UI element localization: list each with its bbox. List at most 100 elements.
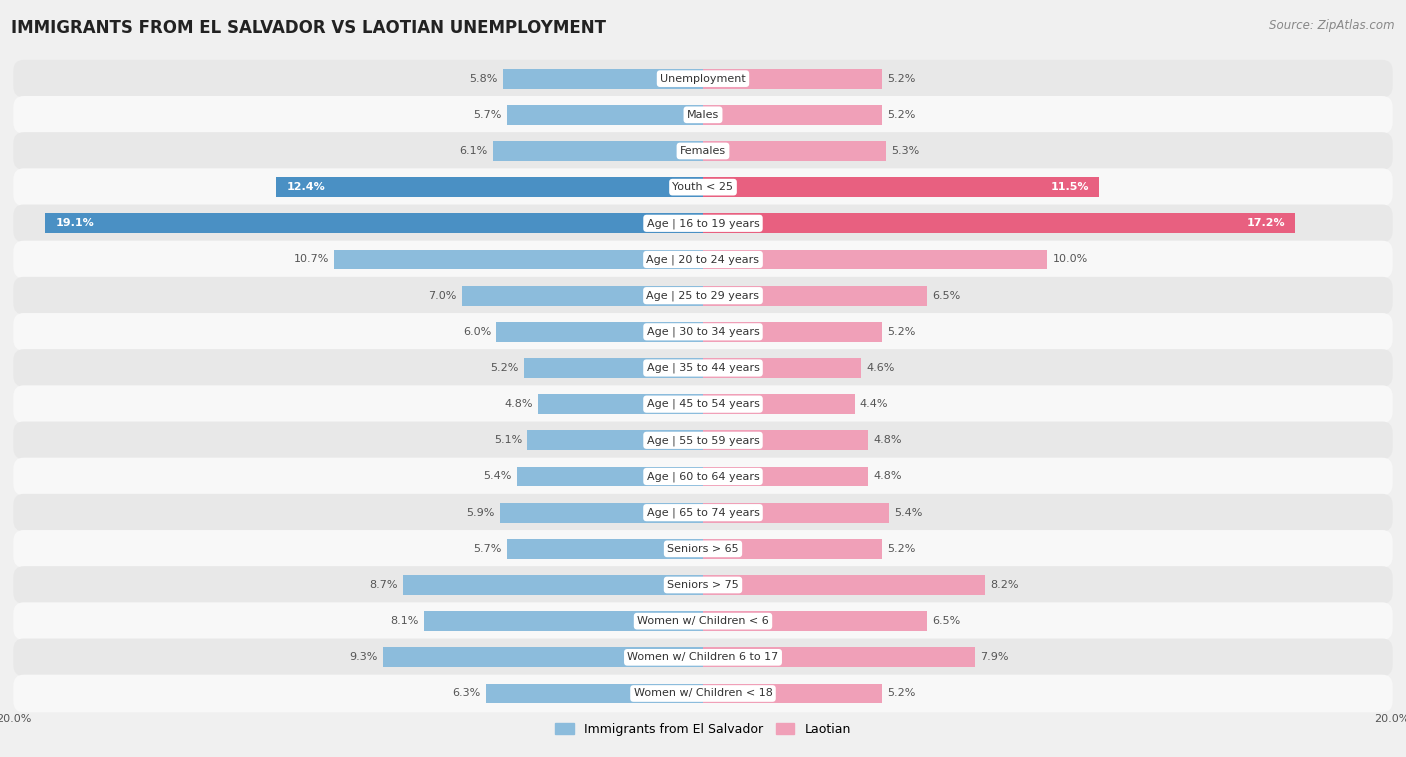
Text: 6.3%: 6.3% (453, 689, 481, 699)
Text: 4.6%: 4.6% (866, 363, 896, 373)
Text: 4.8%: 4.8% (873, 435, 903, 445)
Bar (703, 503, 889, 522)
Text: 6.0%: 6.0% (463, 327, 491, 337)
FancyBboxPatch shape (14, 494, 1392, 531)
Text: Age | 65 to 74 years: Age | 65 to 74 years (647, 507, 759, 518)
Bar (382, 647, 703, 667)
Text: Males: Males (688, 110, 718, 120)
FancyBboxPatch shape (14, 422, 1392, 459)
FancyBboxPatch shape (14, 132, 1392, 170)
Bar (335, 250, 703, 269)
FancyBboxPatch shape (14, 674, 1392, 712)
Text: 10.7%: 10.7% (294, 254, 329, 264)
Text: Women w/ Children 6 to 17: Women w/ Children 6 to 17 (627, 653, 779, 662)
FancyBboxPatch shape (14, 530, 1392, 568)
Bar (524, 358, 703, 378)
Text: Youth < 25: Youth < 25 (672, 182, 734, 192)
FancyBboxPatch shape (14, 96, 1392, 134)
Bar (703, 431, 869, 450)
Text: 8.1%: 8.1% (391, 616, 419, 626)
Bar (45, 213, 703, 233)
Text: 10.0%: 10.0% (1053, 254, 1088, 264)
Bar (703, 141, 886, 161)
Text: 5.1%: 5.1% (494, 435, 522, 445)
Text: 5.2%: 5.2% (491, 363, 519, 373)
Text: Unemployment: Unemployment (661, 73, 745, 83)
Text: Age | 55 to 59 years: Age | 55 to 59 years (647, 435, 759, 446)
Bar (486, 684, 703, 703)
FancyBboxPatch shape (14, 60, 1392, 98)
Bar (703, 285, 927, 306)
Bar (506, 105, 703, 125)
Text: 4.8%: 4.8% (873, 472, 903, 481)
Bar (506, 539, 703, 559)
Text: 5.2%: 5.2% (887, 110, 915, 120)
Text: 5.4%: 5.4% (894, 508, 922, 518)
FancyBboxPatch shape (14, 241, 1392, 279)
FancyBboxPatch shape (14, 349, 1392, 387)
Text: 8.2%: 8.2% (991, 580, 1019, 590)
Text: Age | 20 to 24 years: Age | 20 to 24 years (647, 254, 759, 265)
Bar (703, 177, 1099, 197)
Text: 9.3%: 9.3% (349, 653, 377, 662)
Bar (503, 69, 703, 89)
Text: Age | 45 to 54 years: Age | 45 to 54 years (647, 399, 759, 410)
Bar (496, 322, 703, 341)
Bar (276, 177, 703, 197)
Text: Age | 30 to 34 years: Age | 30 to 34 years (647, 326, 759, 337)
Text: 4.8%: 4.8% (503, 399, 533, 409)
Bar (494, 141, 703, 161)
Text: IMMIGRANTS FROM EL SALVADOR VS LAOTIAN UNEMPLOYMENT: IMMIGRANTS FROM EL SALVADOR VS LAOTIAN U… (11, 19, 606, 37)
Bar (703, 69, 882, 89)
Bar (703, 611, 927, 631)
Text: 5.7%: 5.7% (472, 110, 502, 120)
Text: 6.1%: 6.1% (460, 146, 488, 156)
Bar (517, 466, 703, 487)
Text: 7.9%: 7.9% (980, 653, 1008, 662)
Bar (527, 431, 703, 450)
Bar (703, 213, 1295, 233)
Text: 5.2%: 5.2% (887, 544, 915, 554)
FancyBboxPatch shape (14, 313, 1392, 350)
Bar (703, 684, 882, 703)
Text: 5.2%: 5.2% (887, 689, 915, 699)
Bar (703, 647, 976, 667)
Legend: Immigrants from El Salvador, Laotian: Immigrants from El Salvador, Laotian (550, 718, 856, 741)
Bar (703, 322, 882, 341)
Text: 6.5%: 6.5% (932, 616, 960, 626)
Text: Seniors > 75: Seniors > 75 (666, 580, 740, 590)
Text: 7.0%: 7.0% (429, 291, 457, 301)
Text: 8.7%: 8.7% (370, 580, 398, 590)
FancyBboxPatch shape (14, 277, 1392, 314)
Text: Age | 16 to 19 years: Age | 16 to 19 years (647, 218, 759, 229)
Text: Age | 60 to 64 years: Age | 60 to 64 years (647, 472, 759, 481)
Text: Females: Females (681, 146, 725, 156)
Text: 4.4%: 4.4% (859, 399, 889, 409)
Bar (703, 575, 986, 595)
Bar (703, 250, 1047, 269)
Text: 6.5%: 6.5% (932, 291, 960, 301)
FancyBboxPatch shape (14, 385, 1392, 423)
Bar (703, 539, 882, 559)
FancyBboxPatch shape (14, 638, 1392, 676)
Bar (703, 105, 882, 125)
Bar (499, 503, 703, 522)
Text: 5.9%: 5.9% (467, 508, 495, 518)
Text: 5.2%: 5.2% (887, 73, 915, 83)
Text: Women w/ Children < 6: Women w/ Children < 6 (637, 616, 769, 626)
Text: Age | 25 to 29 years: Age | 25 to 29 years (647, 291, 759, 301)
FancyBboxPatch shape (14, 458, 1392, 495)
Bar (404, 575, 703, 595)
Text: 17.2%: 17.2% (1247, 218, 1285, 229)
Bar (703, 394, 855, 414)
Text: 5.2%: 5.2% (887, 327, 915, 337)
FancyBboxPatch shape (14, 168, 1392, 206)
Text: 5.3%: 5.3% (891, 146, 920, 156)
FancyBboxPatch shape (14, 603, 1392, 640)
Text: 11.5%: 11.5% (1050, 182, 1088, 192)
Bar (425, 611, 703, 631)
Text: 19.1%: 19.1% (55, 218, 94, 229)
FancyBboxPatch shape (14, 566, 1392, 604)
Text: Source: ZipAtlas.com: Source: ZipAtlas.com (1270, 19, 1395, 32)
Bar (703, 358, 862, 378)
